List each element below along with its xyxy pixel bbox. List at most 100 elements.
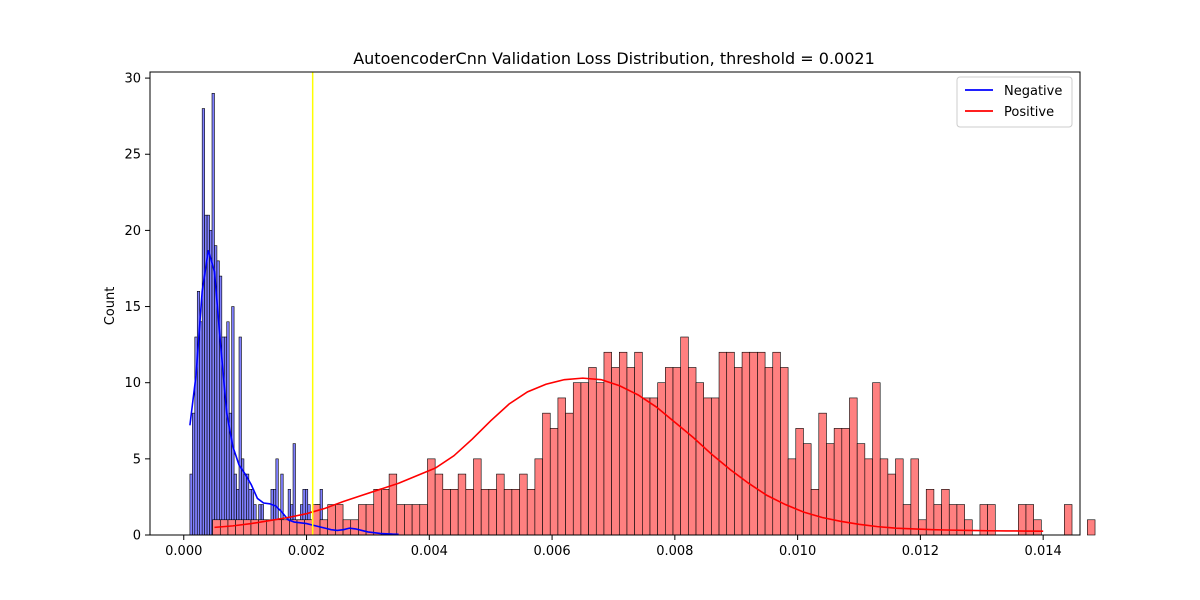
histogram-bar	[680, 336, 689, 536]
x-tick-label: 0.010	[779, 544, 816, 559]
histogram-bar	[273, 519, 282, 536]
histogram-bar	[488, 489, 497, 536]
y-axis-label: Count	[103, 287, 118, 326]
histogram-bar	[595, 382, 605, 536]
histogram-bar	[657, 382, 666, 536]
y-tick-label: 10	[124, 376, 141, 391]
histogram-bar	[925, 489, 935, 536]
histogram-bar	[964, 519, 973, 536]
histogram-bar	[841, 428, 850, 536]
histogram-bar	[618, 351, 628, 536]
histogram-bar	[434, 473, 444, 536]
histogram-bar	[206, 214, 210, 536]
histogram-bar	[243, 519, 252, 536]
x-tick-label: 0.008	[656, 544, 693, 559]
x-tick-label: 0.006	[533, 544, 570, 559]
histogram-bar	[457, 473, 467, 536]
y-tick-label: 30	[124, 72, 141, 87]
histogram-bar	[534, 458, 543, 536]
histogram-bar	[856, 443, 866, 536]
histogram-bar	[238, 336, 242, 536]
kde-lines	[189, 249, 1044, 536]
histogram-bar	[572, 382, 582, 536]
histogram-bar	[219, 275, 223, 536]
x-tick-label: 0.004	[411, 544, 448, 559]
histogram-bar	[1064, 504, 1073, 536]
histogram-bar	[209, 230, 213, 536]
histogram-bar	[312, 504, 321, 536]
x-tick-label: 0.002	[288, 544, 325, 559]
histogram-bar	[231, 306, 235, 536]
histogram-bar	[411, 504, 421, 536]
x-tick-label: 0.012	[902, 544, 939, 559]
x-tick-label: 0.014	[1025, 544, 1062, 559]
histogram-bar	[772, 351, 781, 536]
histogram-bar	[235, 519, 244, 536]
histogram-bar	[419, 504, 428, 536]
histogram-bar	[803, 443, 812, 536]
x-tick-label: 0.000	[165, 544, 202, 559]
histogram-bar	[611, 367, 620, 536]
histogram-bar	[649, 397, 658, 536]
histogram-bar	[450, 489, 459, 536]
histogram-bar	[480, 489, 490, 536]
y-axis: 0 5 10 15 20 25 30	[124, 72, 150, 544]
histogram-bar	[780, 367, 789, 536]
histogram-bar	[726, 351, 735, 536]
histogram-bar	[902, 504, 912, 536]
histogram-bar	[872, 382, 881, 536]
histogram-bar	[189, 473, 193, 536]
histogram-bar	[1087, 519, 1096, 536]
histogram-bar	[703, 397, 712, 536]
histogram-bar	[810, 489, 820, 536]
histogram-bar	[199, 321, 203, 536]
histogram-bar	[373, 489, 382, 536]
histogram-bar	[764, 367, 774, 536]
histogram-bar	[634, 351, 643, 536]
histogram-bar	[580, 382, 589, 536]
histogram-bar	[588, 367, 597, 536]
kde-line-positive	[214, 377, 1044, 532]
histogram-bar	[404, 504, 413, 536]
histogram-bar	[365, 504, 375, 536]
histogram-bar	[519, 473, 528, 536]
y-tick-label: 15	[124, 300, 141, 315]
histogram-bar	[749, 351, 758, 536]
y-tick-label: 0	[133, 529, 141, 544]
histogram-bar	[473, 458, 482, 536]
chart-title: AutoencoderCnn Validation Loss Distribut…	[353, 49, 875, 68]
histogram-bar	[557, 397, 566, 536]
histogram-bar	[795, 428, 804, 536]
histogram-bar	[350, 519, 359, 536]
histogram-bar	[849, 397, 858, 536]
histogram-bar	[918, 519, 927, 536]
histogram-bar	[833, 428, 843, 536]
histogram-bar	[910, 458, 919, 536]
histogram-bar	[526, 489, 536, 536]
histogram-bar	[442, 489, 451, 536]
histogram-bar	[879, 458, 889, 536]
histogram-bar	[503, 489, 513, 536]
histogram-bar	[396, 504, 405, 536]
histogram-bar	[665, 367, 674, 536]
histogram-bar	[826, 443, 835, 536]
x-axis: 0.000 0.002 0.004 0.006 0.008 0.010 0.012 0.014	[165, 535, 1062, 559]
histogram-bar	[757, 351, 766, 536]
histogram-bar	[603, 351, 612, 536]
histogram-bar	[266, 519, 275, 536]
histogram-bar	[734, 367, 743, 536]
histogram-bar	[941, 489, 950, 536]
histogram-bar	[895, 458, 904, 536]
kde-line-negative	[189, 249, 399, 536]
histogram-bar	[281, 519, 290, 536]
histogram-bar	[511, 489, 520, 536]
legend: Negative Positive	[956, 76, 1073, 128]
histogram-bar	[549, 428, 559, 536]
histogram-bar	[718, 351, 728, 536]
histogram-bar	[565, 412, 574, 536]
histogram-bar	[695, 382, 705, 536]
histogram-bar	[642, 397, 651, 536]
histogram-bar	[864, 458, 873, 536]
histogram-bar	[465, 489, 474, 536]
